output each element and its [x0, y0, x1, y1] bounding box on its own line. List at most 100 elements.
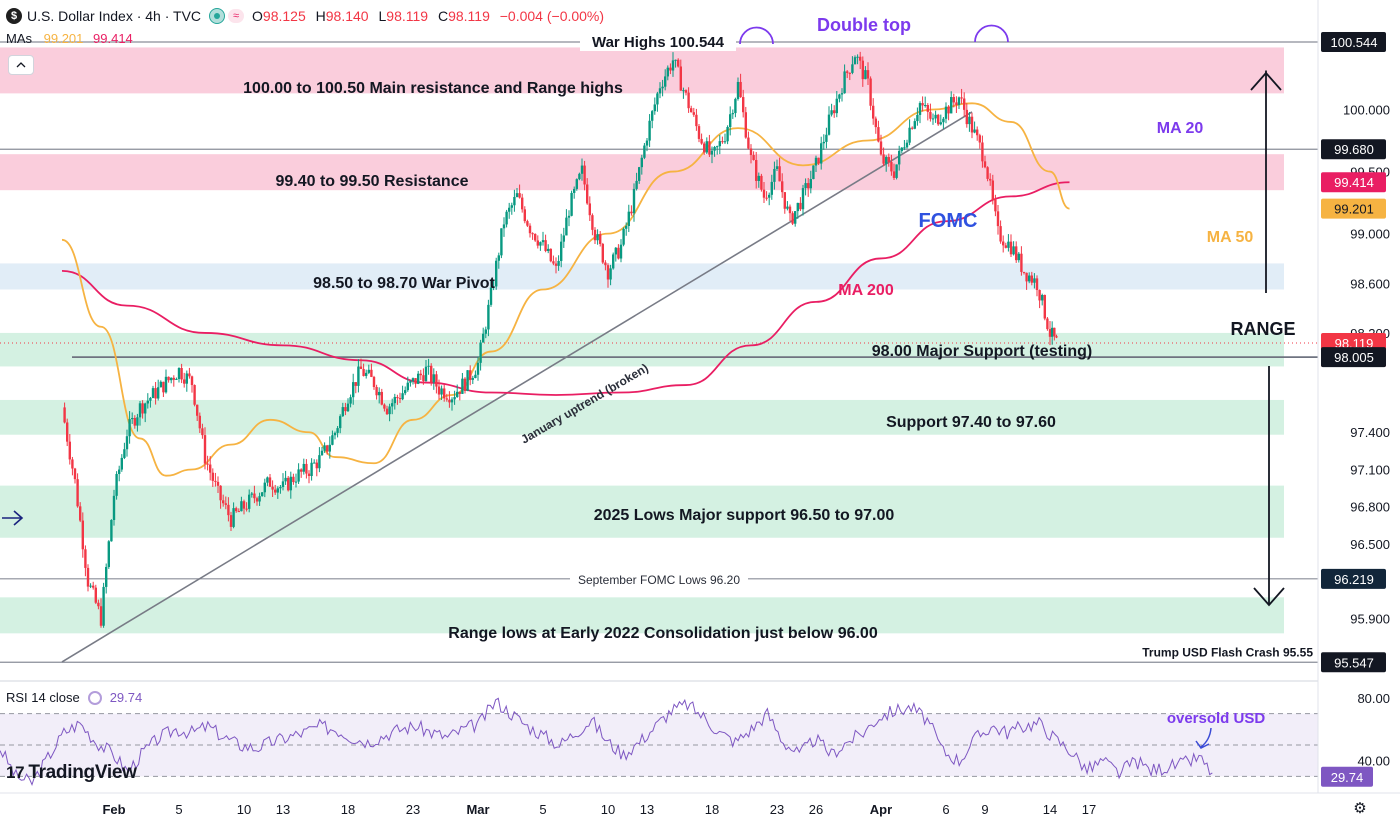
candle-body [695, 114, 698, 127]
candle-body [586, 184, 589, 204]
candle-body [188, 373, 191, 377]
candle-body [1041, 294, 1044, 301]
candle-body [346, 403, 350, 412]
price-label: 98.005 [1334, 350, 1374, 365]
zone-label: 98.50 to 98.70 War Pivot [313, 275, 495, 292]
candle-body [206, 463, 209, 465]
candle-body [141, 403, 144, 414]
candle-body [944, 106, 948, 119]
range-arrow-up [1250, 71, 1282, 91]
annotation-label: MA 200 [838, 282, 894, 299]
candle-body [492, 286, 495, 288]
candle-body [1053, 327, 1056, 337]
candle-body [297, 469, 300, 482]
candle-body [835, 98, 838, 114]
candle-body [986, 167, 989, 179]
candle-body [453, 397, 456, 400]
candle-body [757, 175, 760, 181]
ma200-line [61, 181, 1070, 396]
market-status-pill[interactable]: ≈ [209, 8, 245, 24]
candle-body [1002, 241, 1005, 246]
candle-body [281, 481, 285, 487]
time-tick: 10 [601, 802, 615, 817]
double-top-arc [739, 26, 774, 45]
candle-body [385, 408, 389, 415]
candle-body [531, 233, 534, 235]
rsi-settings-icon[interactable] [87, 690, 102, 705]
candle-body [284, 477, 287, 482]
candle-body [708, 141, 711, 155]
candle-body [237, 511, 240, 513]
rsi-tick: 80.00 [1357, 691, 1390, 706]
price-label: 99.414 [1334, 175, 1374, 190]
rsi-value-bg [1321, 766, 1373, 787]
candle-body [476, 362, 480, 375]
zone-label: Support 97.40 to 97.60 [886, 414, 1056, 431]
candle-body [614, 247, 617, 255]
candle-body [131, 418, 134, 420]
chevron-up-icon[interactable] [8, 55, 34, 75]
candle-body [469, 370, 472, 380]
candle-body [877, 127, 880, 142]
candle-body [856, 56, 859, 58]
candle-body [378, 391, 381, 396]
candle-body [313, 462, 316, 464]
candle-body [648, 120, 651, 141]
candle-body [333, 432, 337, 436]
ohlc-readout: O98.125 H98.140 L98.119 C98.119 −0.004 (… [252, 8, 605, 24]
candle-body [380, 391, 383, 405]
zone-label: 100.00 to 100.50 Main resistance and Ran… [243, 80, 623, 97]
candle-body [112, 495, 116, 520]
candle-body [840, 93, 844, 95]
candle-body [185, 373, 188, 384]
candle-body [151, 388, 155, 399]
candle-body [500, 228, 503, 256]
candle-body [606, 265, 610, 280]
candle-body [768, 194, 771, 198]
rsi-legend[interactable]: RSI 14 close 29.74 [6, 690, 142, 705]
price-label: 99.680 [1334, 142, 1374, 157]
candle-body [383, 404, 386, 409]
candle-body [861, 60, 864, 80]
candle-body [448, 399, 451, 403]
candle-body [627, 211, 630, 227]
candle-body [458, 391, 461, 394]
candle-body [162, 381, 165, 393]
candle-body [747, 137, 750, 149]
candle-body [479, 342, 482, 363]
candle-body [175, 378, 178, 380]
time-tick: Apr [870, 802, 892, 817]
candle-body [851, 64, 854, 73]
candle-body [258, 496, 261, 502]
candle-body [232, 508, 235, 527]
price-label: 96.219 [1334, 572, 1374, 587]
candle-body [120, 457, 123, 470]
tradingview-logo[interactable]: 17 TradingView [6, 762, 137, 784]
candle-body [583, 165, 586, 185]
candle-body [487, 304, 490, 330]
candle-body [495, 260, 498, 287]
candle-body [970, 116, 974, 133]
candle-body [682, 90, 685, 92]
symbol-title[interactable]: U.S. Dollar Index · 4h · TVC [27, 8, 202, 24]
candle-body [908, 127, 911, 143]
candle-body [138, 403, 142, 418]
annotation-label: Double top [817, 15, 911, 35]
candle-body [968, 116, 971, 125]
candle-body [560, 241, 563, 261]
candle-body [697, 126, 701, 139]
candle-body [955, 102, 958, 105]
candle-body [300, 469, 303, 472]
candle-body [328, 444, 331, 452]
candle-body [765, 197, 768, 199]
candle-body [887, 157, 890, 163]
candle-body [424, 366, 428, 382]
ma50-legend-value: 99.201 [43, 31, 84, 46]
candle-body [692, 112, 695, 115]
time-tick: 23 [770, 802, 784, 817]
gear-icon[interactable]: ⚙ [1353, 800, 1367, 817]
candle-body [513, 197, 516, 206]
ma-legend[interactable]: MAs 99.201 99.414 [6, 31, 133, 46]
candle-body [599, 234, 602, 244]
